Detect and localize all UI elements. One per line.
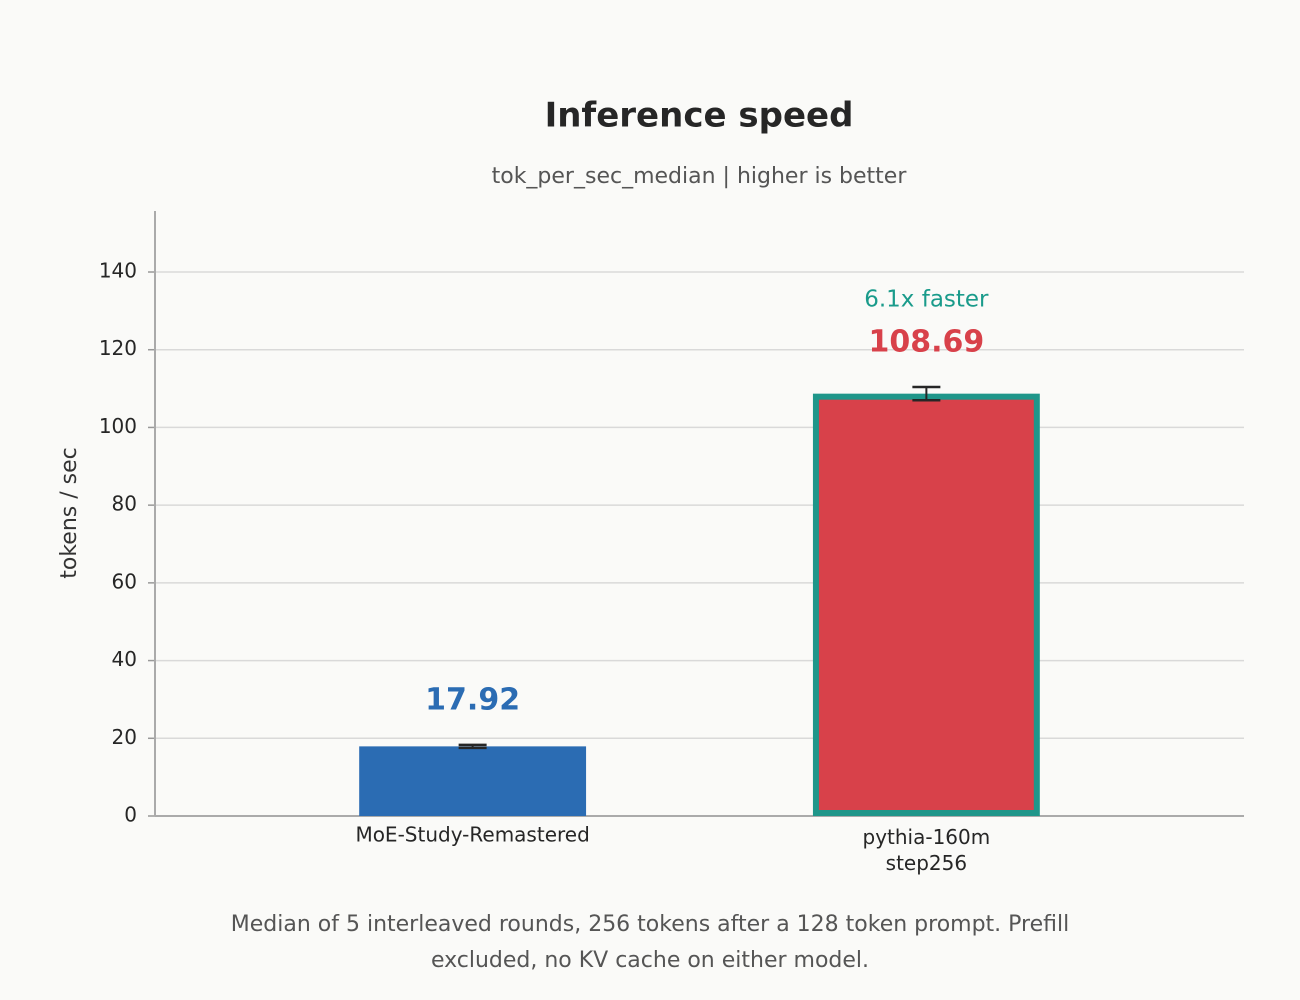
chart-subtitle: tok_per_sec_median | higher is better (492, 164, 908, 189)
bar (812, 393, 1040, 816)
error-bar (912, 385, 941, 402)
y-tick-label: 60 (112, 569, 137, 593)
y-tick-label: 80 (112, 492, 137, 516)
error-bar (458, 743, 487, 750)
y-tick-label: 0 (124, 803, 137, 827)
footnote: Median of 5 interleaved rounds, 256 toke… (230, 912, 1070, 973)
annotation: 6.1x faster (864, 287, 989, 313)
y-tick-label: 40 (112, 647, 137, 671)
bar (359, 746, 587, 816)
y-axis-label: tokens / sec (57, 447, 82, 578)
y-tick-label: 140 (99, 259, 137, 283)
y-tick-label: 120 (99, 336, 137, 360)
value-label: 108.69 (868, 325, 984, 360)
chart-title: Inference speed (545, 96, 854, 136)
y-tick-label: 20 (112, 725, 137, 749)
x-tick-label: MoE-Study-Remastered (355, 823, 589, 847)
y-tick-label: 100 (99, 414, 137, 438)
x-tick-label: pythia-160m step256 (863, 825, 991, 875)
value-label: 17.92 (425, 682, 520, 717)
